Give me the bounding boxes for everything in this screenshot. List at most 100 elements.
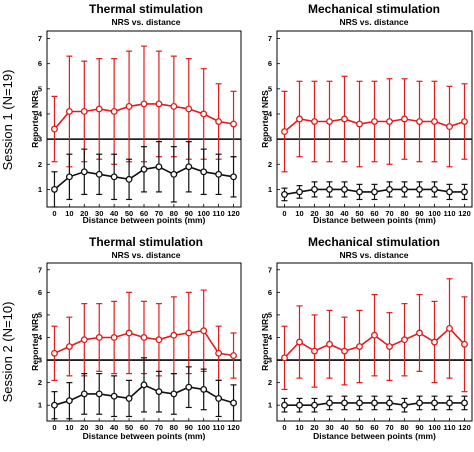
upper-series-point [80, 108, 88, 115]
x-tick-label: 40 [110, 209, 118, 218]
x-tick-label: 50 [125, 209, 133, 218]
lower-series-point [215, 394, 223, 402]
x-tick-label: 90 [415, 209, 423, 218]
lower-series-point [185, 383, 193, 391]
lower-series-point [155, 388, 163, 396]
lower-series-point [140, 381, 148, 389]
x-axis-label: Distance between points (mm) [83, 431, 206, 441]
x-tick-label: 10 [295, 209, 303, 218]
x-tick-label: 120 [227, 209, 240, 218]
lower-series-point [170, 170, 178, 178]
lower-series-point [416, 185, 423, 193]
y-axis-label: Reported NRS [260, 90, 270, 148]
upper-series-point [371, 331, 378, 339]
y-tick-label: 2 [268, 378, 272, 387]
x-tick-label: 50 [125, 423, 133, 432]
upper-series-point [95, 105, 103, 113]
lower-series-point [110, 173, 118, 181]
y-tick-label: 2 [38, 378, 42, 387]
upper-series-point [155, 336, 163, 344]
x-tick-label: 100 [428, 209, 441, 218]
upper-series-point [140, 100, 148, 108]
upper-series-point [296, 115, 303, 123]
upper-series-point [170, 331, 178, 339]
upper-series-point [125, 329, 133, 337]
upper-series-point [215, 349, 223, 357]
lower-series-point [356, 188, 363, 196]
y-tick-label: 5 [38, 310, 42, 319]
upper-series-point [386, 118, 393, 125]
chart-subtitle: NRS vs. distance [112, 250, 181, 260]
upper-series-point [416, 329, 423, 337]
lower-series-point [155, 163, 163, 171]
x-tick-label: 30 [95, 209, 103, 218]
lower-series-point [65, 173, 73, 181]
lower-series-point [461, 188, 468, 196]
upper-series-point [110, 108, 118, 115]
x-tick-label: 20 [80, 423, 88, 432]
upper-series-point [281, 128, 288, 136]
x-tick-label: 110 [443, 423, 455, 432]
upper-series-point [326, 340, 333, 348]
y-tick-label: 2 [38, 160, 42, 169]
lower-series-point [296, 188, 303, 196]
lower-series-point [461, 399, 468, 407]
x-tick-label: 20 [80, 209, 88, 218]
lower-series-point [341, 399, 348, 407]
lower-series-point [356, 399, 363, 407]
lower-series-point [281, 401, 288, 409]
y-tick-label: 4 [268, 109, 273, 118]
y-axis-label: Reported NRS [30, 90, 40, 148]
y-tick-label: 7 [268, 265, 272, 274]
upper-series-point [416, 118, 423, 125]
x-tick-label: 100 [197, 423, 210, 432]
y-axis-label: Reported NRS [260, 313, 270, 371]
upper-series-point [200, 110, 208, 118]
y-tick-label: 5 [268, 84, 272, 93]
lower-series-point [386, 399, 393, 407]
x-tick-label: 80 [170, 423, 178, 432]
upper-series-point [446, 123, 453, 130]
lower-series-point [311, 185, 318, 193]
y-tick-label: 6 [38, 288, 42, 297]
lower-series-point [326, 399, 333, 407]
lower-series-point [401, 401, 408, 409]
y-tick-label: 3 [268, 135, 272, 144]
upper-series-point [65, 343, 73, 350]
x-tick-label: 20 [310, 209, 318, 218]
lower-series-point [80, 168, 88, 176]
upper-series-point [326, 118, 333, 125]
x-tick-label: 110 [213, 209, 225, 218]
chart-subtitle: NRS vs. distance [340, 17, 409, 27]
row-label-session-1: Session 1 (N=19) [0, 70, 15, 171]
y-tick-label: 6 [38, 59, 42, 68]
x-tick-label: 100 [197, 209, 210, 218]
y-tick-label: 6 [268, 59, 272, 68]
upper-series-point [125, 102, 133, 110]
x-tick-label: 90 [185, 423, 193, 432]
y-axis-label: Reported NRS [30, 313, 40, 371]
lower-series-point [431, 399, 438, 407]
lower-series-point [326, 185, 333, 193]
x-tick-label: 60 [140, 209, 148, 218]
lower-series-point [125, 175, 133, 183]
upper-series-point [170, 102, 178, 110]
upper-series-point [95, 334, 103, 341]
y-tick-label: 1 [268, 401, 272, 410]
upper-series-point [185, 105, 193, 113]
upper-series-point [230, 120, 237, 128]
x-tick-label: 0 [52, 423, 56, 432]
upper-series-point [356, 120, 363, 128]
lower-series-point [281, 190, 288, 198]
lower-series-point [170, 390, 178, 398]
y-tick-label: 7 [268, 34, 272, 43]
y-tick-label: 1 [268, 185, 272, 194]
upper-series-point [215, 118, 223, 125]
upper-series-point [110, 334, 118, 341]
x-tick-label: 50 [355, 209, 363, 218]
y-tick-label: 3 [38, 356, 42, 365]
x-tick-label: 110 [443, 209, 455, 218]
